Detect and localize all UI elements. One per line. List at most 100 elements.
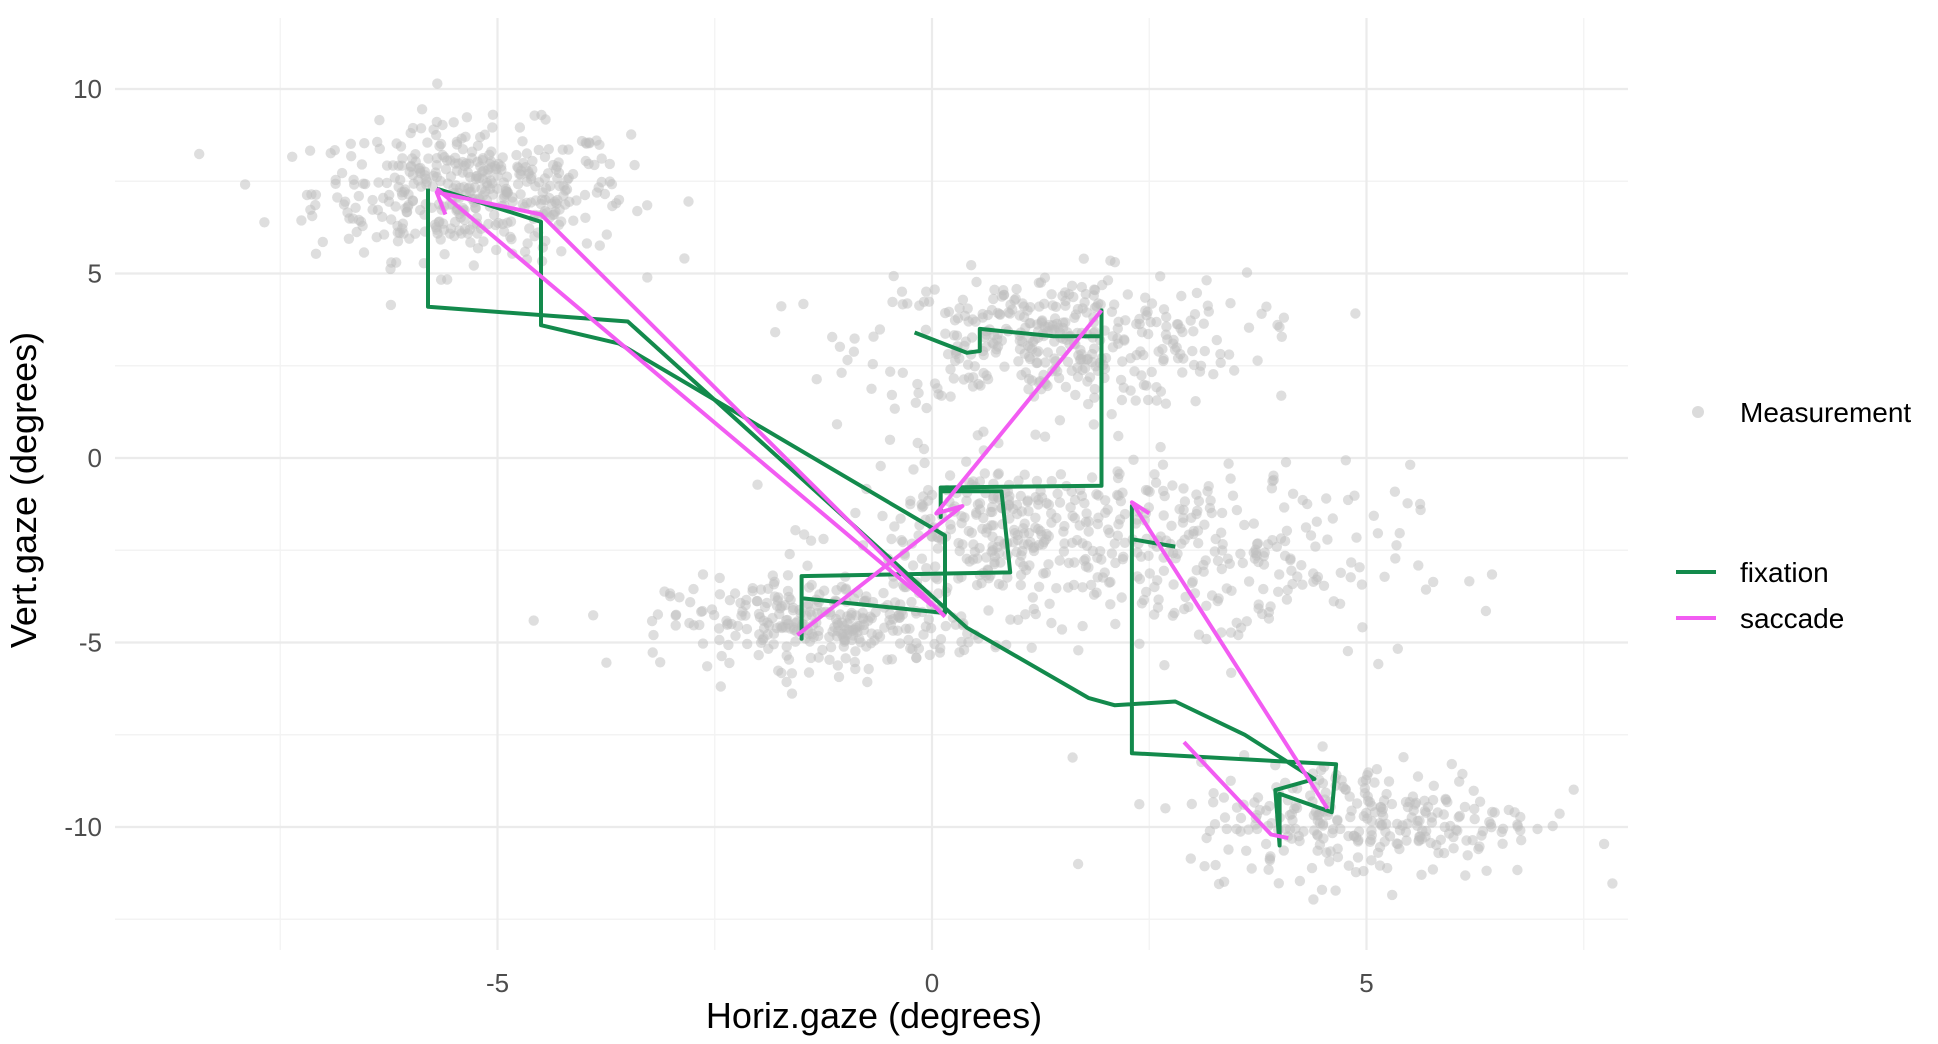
measurement-point (1391, 540, 1402, 551)
measurement-point (930, 561, 941, 572)
measurement-point (1332, 851, 1344, 863)
measurement-point (533, 177, 545, 188)
measurement-point (1386, 798, 1398, 810)
measurement-point (670, 620, 681, 631)
measurement-point (465, 171, 476, 183)
x-tick-label: 0 (925, 968, 939, 998)
measurement-point (1109, 257, 1121, 268)
measurement-point (505, 216, 517, 227)
measurement-point (685, 597, 696, 608)
measurement-point (1419, 795, 1430, 806)
measurement-point (479, 129, 491, 140)
measurement-point (580, 155, 591, 167)
measurement-point (1392, 838, 1404, 850)
measurement-point (1199, 519, 1210, 530)
measurement-point (1249, 797, 1260, 808)
measurement-point (1268, 474, 1279, 486)
measurement-point (896, 535, 907, 546)
measurement-point (1280, 457, 1292, 468)
measurement-point (1040, 567, 1052, 579)
measurement-point (1011, 499, 1023, 511)
measurement-point (1046, 517, 1057, 528)
measurement-point (1028, 603, 1040, 615)
measurement-point (1284, 824, 1296, 835)
measurement-point (1054, 497, 1066, 508)
measurement-point (1030, 429, 1041, 440)
measurement-point (907, 560, 919, 571)
measurement-point (1275, 533, 1287, 544)
measurement-point (713, 623, 725, 634)
measurement-point (1276, 390, 1287, 401)
measurement-point (1340, 455, 1352, 466)
measurement-point (484, 149, 495, 160)
measurement-point (1547, 820, 1558, 832)
measurement-point (1023, 506, 1034, 517)
measurement-point (353, 190, 364, 202)
measurement-point (1401, 835, 1412, 846)
measurement-point (1153, 594, 1164, 605)
measurement-point (392, 220, 403, 232)
measurement-point (390, 201, 401, 212)
measurement-point (1105, 599, 1116, 610)
measurement-point (983, 605, 994, 616)
measurement-point (912, 378, 923, 390)
measurement-point (1243, 576, 1255, 587)
measurement-point (1281, 525, 1293, 536)
measurement-point (1311, 516, 1323, 527)
saccade-line-6 (1182, 740, 1289, 841)
measurement-point (1227, 490, 1239, 501)
measurement-point (1426, 812, 1438, 823)
measurement-point (456, 133, 467, 144)
measurement-point (1149, 469, 1160, 480)
measurement-point (787, 605, 799, 616)
measurement-point (1026, 642, 1037, 653)
measurement-point (1140, 292, 1151, 303)
measurement-point (310, 199, 321, 211)
measurement-point (1202, 486, 1213, 497)
measurement-point (1033, 539, 1045, 551)
measurement-point (1251, 538, 1263, 550)
measurement-point (722, 619, 733, 630)
measurement-point (1175, 349, 1186, 360)
measurement-point (1015, 579, 1026, 591)
measurement-point (920, 324, 932, 335)
measurement-point (287, 151, 298, 162)
measurement-point (1161, 321, 1172, 332)
measurement-point (1273, 586, 1284, 597)
measurement-point (330, 174, 341, 186)
measurement-point (1106, 548, 1118, 559)
measurement-point (966, 527, 977, 538)
measurement-point (1366, 855, 1377, 866)
measurement-point (1356, 579, 1368, 590)
measurement-point (1204, 825, 1216, 837)
measurement-point (950, 355, 961, 367)
measurement-point (1346, 557, 1357, 568)
measurement-point (889, 403, 900, 414)
measurement-point (1043, 559, 1054, 570)
measurement-point (1134, 799, 1145, 810)
measurement-point (465, 237, 476, 248)
measurement-point (1204, 502, 1216, 514)
measurement-point (1088, 419, 1100, 430)
measurement-point (493, 158, 504, 170)
measurement-point (906, 596, 917, 608)
measurement-point (1187, 345, 1198, 357)
measurement-point (1019, 469, 1030, 480)
measurement-point (501, 171, 513, 182)
measurement-point (1199, 345, 1211, 357)
measurement-point (1201, 600, 1212, 611)
measurement-point (905, 499, 916, 510)
measurement-point (929, 284, 940, 295)
measurement-point (1092, 518, 1104, 530)
measurement-point (972, 430, 983, 441)
measurement-point (846, 607, 857, 619)
measurement-point (1218, 876, 1230, 887)
measurement-point (1180, 591, 1191, 603)
measurement-point (1027, 592, 1039, 603)
measurement-point (483, 164, 494, 175)
measurement-point (440, 164, 452, 175)
measurement-point (1174, 504, 1185, 515)
measurement-point (1014, 556, 1026, 568)
measurement-point (522, 238, 533, 249)
measurement-point (914, 300, 925, 311)
